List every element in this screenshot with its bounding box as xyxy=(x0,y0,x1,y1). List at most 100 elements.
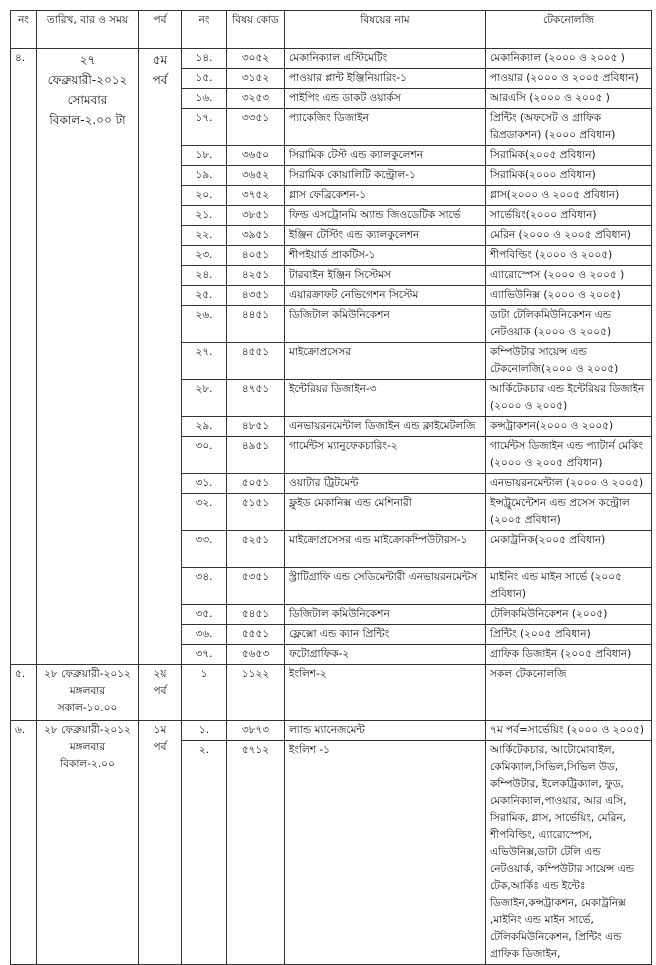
header-no: নং xyxy=(10,10,37,49)
subject-no: ৩২. xyxy=(181,493,227,531)
section-day: মঙ্গলবার xyxy=(69,685,106,697)
technology: ইন্সট্রুমেন্টেশন এন্ড প্রসেস কন্ট্রোল (২… xyxy=(485,493,652,531)
subject-code: ৪৭৫১ xyxy=(226,379,285,417)
technology: আর্কিটেকচার, আটোমোবাইল, কেমিক্যাল,সিভিল,… xyxy=(485,740,652,965)
header-subject: বিষয়ের নাম xyxy=(284,10,486,49)
subject-no: ২০. xyxy=(181,185,227,206)
technology: শীপবিল্ডিং (২০০০ ও ২০০৫) xyxy=(485,245,652,266)
technology: কম্পিউটার সায়েন্স এন্ড টেকনোলজি(২০০০ ও … xyxy=(485,342,652,380)
table-row: ৪. ২৭ ফেব্রুয়ারী-২০১২ সোমবার বিকাল-২.০০ টা… xyxy=(10,48,652,665)
subject-code: ৩৬৫২ xyxy=(226,165,285,186)
subject-code: ৫৬৫৩ xyxy=(226,644,285,665)
subject-no: ১৯. xyxy=(181,165,227,186)
subject-name: এনভায়রনমেন্টাল ডিজাইন এন্ড ক্লাইমেটলজি xyxy=(284,416,486,437)
section-datetime: ২৮ ফেব্রুয়ারী-২০১২ মঙ্গলবার বিকাল-২.০০ xyxy=(36,720,139,965)
table-row: ২৪. ৪২৫১ টারবাইন ইঞ্জিন সিস্টেমস এ্যারোস্পে… xyxy=(11,265,652,286)
subject-name: মাইক্রোপ্রসেসর এন্ড মাইক্রোকম্পিউটারস-১ xyxy=(284,530,486,568)
section-time: সকাল-১০.০০ xyxy=(57,702,118,714)
subject-code: ৩৮৭৩ xyxy=(226,720,285,741)
subject-no: ৩৪. xyxy=(181,567,227,605)
table-row: ৩৭. ৫৬৫৩ ফটোগ্রাফিক-২ গ্রাফিক ডিজাইন (২০০৫ … xyxy=(11,644,652,665)
subject-no: ১ xyxy=(181,664,227,721)
subject-code: ৪৫৫১ xyxy=(226,342,285,380)
subject-no: ১৫. xyxy=(181,68,227,89)
subject-name: ডিজিটাল কমিউনিকেশন xyxy=(284,305,486,343)
technology: মেরিন (২০০০ ও ২০০৫ প্রবিধান) xyxy=(485,225,652,246)
subject-no: ৩৬. xyxy=(181,624,227,645)
section-no: ৫. xyxy=(10,664,37,721)
subject-code: ৫৪৫১ xyxy=(226,604,285,625)
subject-name: মাইক্রোপ্রসেসর xyxy=(284,342,486,380)
subject-no: ২৯. xyxy=(181,416,227,437)
table-row: ৬. ২৮ ফেব্রুয়ারী-২০১২ মঙ্গলবার বিকাল-২.০০ ১… xyxy=(10,720,652,965)
subject-code: ৪৩৫১ xyxy=(226,285,285,306)
section-time: বিকাল-২.০০ টা xyxy=(49,113,126,127)
section-datetime: ২৮ ফেব্রুয়ারী-২০১২ মঙ্গলবার সকাল-১০.০০ xyxy=(36,664,139,721)
subject-name: পাইপিং এন্ড ডাকট ওয়ার্কস xyxy=(284,88,486,109)
subject-name: সিরামিক কোয়ালিটি কন্ট্রোল-১ xyxy=(284,165,486,186)
subject-code: ৫১৫১ xyxy=(226,493,285,531)
technology: সিরামিক(২০০০ প্রবিধান) xyxy=(485,165,652,186)
subject-no: ২১. xyxy=(181,205,227,226)
technology: সিরামিক(২০০৫ প্রবিধান) xyxy=(485,145,652,166)
technology: আর্কিটেকচার এন্ড ইন্টেরিয়র ডিজাইন (২০০০… xyxy=(485,379,652,417)
subject-code: ৩৩৫১ xyxy=(226,108,285,146)
subject-name: এয়ারক্রাফট নেভিগেশন সিস্টেম xyxy=(284,285,486,306)
table-row: ২৫. ৪৩৫১ এয়ারক্রাফট নেভিগেশন সিস্টেম এ্যাভ… xyxy=(11,285,652,306)
technology: আরএসি (২০০০ ও ২০০৫ ) xyxy=(485,88,652,109)
header-date: তারিখ, বার ও সময় xyxy=(36,10,139,49)
technology: গার্মেন্টস ডিজাইন এন্ড প্যাটার্ন মেকিং (… xyxy=(485,436,652,474)
table-row: ২০. ৩৭৫২ গ্লাস ফেব্রিকেশন-১ গ্লাস(২০০০ ও ২০… xyxy=(11,185,652,206)
technology: সার্ভেয়িং(২০০০ প্রবিধান) xyxy=(485,205,652,226)
table-row: ১৮. ৩৬৫০ সিরামিক টেস্ট এন্ড ক্যালকুলেশন সির… xyxy=(11,145,652,166)
table-body: ৪. ২৭ ফেব্রুয়ারী-২০১২ সোমবার বিকাল-২.০০ টা… xyxy=(10,48,652,965)
technology: সকল টেকনোলজি xyxy=(485,664,652,721)
table-row: ৫. ২৮ ফেব্রুয়ারী-২০১২ মঙ্গলবার সকাল-১০.০০ ২… xyxy=(10,664,652,721)
subject-code: ৩৬৫০ xyxy=(226,145,285,166)
technology: ৭ম পর্ব=সার্ভেয়িং (২০০০ ও ২০০৫) xyxy=(485,720,652,741)
section-no: ৬. xyxy=(10,720,37,965)
table-row: ৩৩. ৫২৫১ মাইক্রোপ্রসেসর এন্ড মাইক্রোকম্পিউ… xyxy=(11,530,652,568)
subject-code: ৩৯৫১ xyxy=(226,225,285,246)
section-no: ৪. xyxy=(10,48,37,665)
subject-name: গ্লাস ফেব্রিকেশন-১ xyxy=(284,185,486,206)
section-day: সোমবার xyxy=(67,93,108,107)
subject-name: ল্যান্ড ম্যানেজমেন্ট xyxy=(284,720,486,741)
header-technology: টেকনোলজি xyxy=(485,10,652,49)
header-semester: পর্ব xyxy=(138,10,182,49)
subject-code: ৪০৫১ xyxy=(226,245,285,266)
section-date: ২৭ ফেব্রুয়ারী-২০১২ xyxy=(47,53,128,87)
subject-code: ৫৭১২ xyxy=(226,740,285,965)
section-semester: ১ম পর্ব xyxy=(138,720,182,965)
subject-name: পাওয়ার প্লান্ট ইঞ্জিনিয়ারিং-১ xyxy=(284,68,486,89)
subject-name: টারবাইন ইঞ্জিন সিস্টেমস xyxy=(284,265,486,286)
subject-no: ৩৫. xyxy=(181,604,227,625)
subject-no: ১৬. xyxy=(181,88,227,109)
subject-no: ২৪. xyxy=(181,265,227,286)
subject-no: ১৮. xyxy=(181,145,227,166)
subject-code: ১১২২ xyxy=(226,664,285,721)
table-row: ২৩. ৪০৫১ শীপইয়ার্ড প্রাকটিস-১ শীপবিল্ডিং (… xyxy=(11,245,652,266)
technology: মাইনিং এন্ড মাইন সার্ভে (২০০৫ প্রবিধান) xyxy=(485,567,652,605)
section-date: ২৮ ফেব্রুয়ারী-২০১২ xyxy=(44,668,131,680)
subject-name: ইংলিশ-২ xyxy=(284,664,486,721)
subject-no: ২৬. xyxy=(181,305,227,343)
table-row: ২৬. ৪৪৫১ ডিজিটাল কমিউনিকেশন ডাটা টেলিকমিউনি… xyxy=(11,305,652,343)
table-row: ২৭. ৪৫৫১ মাইক্রোপ্রসেসর কম্পিউটার সায়েন্স … xyxy=(11,342,652,380)
section-date: ২৮ ফেব্রুয়ারী-২০১২ xyxy=(44,724,131,736)
subject-name: ইংলিশ -১ xyxy=(284,740,486,965)
section-time: বিকাল-২.০০ xyxy=(60,758,115,770)
subject-code: ৫৩৫১ xyxy=(226,567,285,605)
subject-code: ৪৯৫১ xyxy=(226,436,285,474)
subject-code: ৩৭৫২ xyxy=(226,185,285,206)
table-row: ৩২. ৫১৫১ ফ্লুইড মেকানিক্স এন্ড মেশিনারী ইন্… xyxy=(11,493,652,531)
subject-code: ৪৪৫১ xyxy=(226,305,285,343)
section-day: মঙ্গলবার xyxy=(69,741,106,753)
subject-name: ডিজিটাল কমিউনিকেশন xyxy=(284,604,486,625)
subject-name: স্ট্রাটিগ্রাফি এন্ড সেডিমেন্টারী এনভায়র… xyxy=(284,567,486,605)
subject-code: ৩১৫২ xyxy=(226,68,285,89)
subject-code: ৩০৫২ xyxy=(226,48,285,69)
table-row: ৩০. ৪৯৫১ গার্মেন্টস ম্যানুফেকচারিং-২ গার্মে… xyxy=(11,436,652,474)
exam-schedule-table: নং তারিখ, বার ও সময় পর্ব নং বিষয় কোড ব… xyxy=(10,10,652,965)
technology: গ্লাস(২০০০ ও ২০০৫ প্রবিধান) xyxy=(485,185,652,206)
